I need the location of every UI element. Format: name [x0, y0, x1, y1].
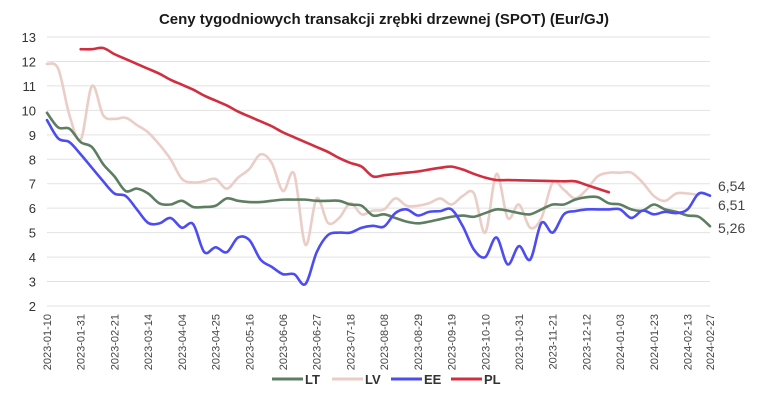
y-tick-label: 7: [29, 177, 36, 192]
x-tick-label: 2023-08-08: [379, 314, 391, 370]
y-axis: 2 3 4 5 6 7 8 9 10 11 12 13: [22, 30, 36, 314]
y-tick-label: 4: [29, 250, 36, 265]
x-tick-label: 2023-07-18: [345, 314, 357, 370]
series-line-ee: [45, 118, 712, 286]
x-tick-label: 2024-01-03: [615, 314, 627, 370]
y-tick-label: 8: [29, 152, 36, 167]
x-tick-label: 2023-04-25: [211, 314, 223, 370]
y-tick-label: 10: [22, 103, 36, 118]
x-tick-label: 2023-04-04: [177, 314, 189, 370]
legend-label: LT: [305, 372, 320, 387]
y-tick-label: 12: [22, 54, 36, 69]
x-tick-label: 2023-08-29: [413, 314, 425, 370]
x-tick-label: 2023-01-10: [42, 314, 54, 370]
x-axis: 2023-01-10 2023-01-31 2023-02-21 2023-03-14…: [42, 314, 717, 370]
x-tick-label: 2023-02-21: [109, 314, 121, 370]
x-tick-label: 2023-10-31: [514, 314, 526, 370]
y-tick-label: 5: [29, 226, 36, 241]
series-line-lt: [45, 111, 712, 228]
end-label: 5,26: [718, 220, 745, 236]
x-tick-label: 2023-10-10: [480, 314, 492, 370]
y-tick-label: 3: [29, 275, 36, 290]
y-tick-label: 11: [23, 79, 37, 94]
x-tick-label: 2023-06-27: [312, 314, 324, 370]
legend-label: EE: [424, 372, 442, 387]
legend-item-lt: LT: [272, 372, 320, 387]
series-line-pl: [79, 46, 611, 194]
legend-item-pl: PL: [451, 372, 501, 387]
legend-label: PL: [484, 372, 501, 387]
series-lines: [45, 46, 712, 286]
x-tick-label: 2024-02-27: [705, 314, 717, 370]
x-tick-label: 2023-11-21: [548, 314, 560, 369]
y-tick-label: 6: [29, 201, 36, 216]
x-tick-label: 2023-09-19: [447, 314, 459, 370]
x-tick-label: 2023-06-06: [278, 314, 290, 370]
end-labels: 6,54 6,51 5,26: [718, 178, 745, 236]
end-label: 6,54: [718, 178, 745, 194]
end-label: 6,51: [718, 197, 745, 213]
legend-item-ee: EE: [391, 372, 442, 387]
x-tick-label: 2023-12-12: [581, 314, 593, 370]
legend-item-lv: LV: [332, 372, 381, 387]
x-tick-label: 2023-01-31: [76, 314, 88, 370]
y-tick-label: 9: [29, 128, 36, 143]
gridlines: [47, 36, 710, 307]
x-tick-label: 2023-05-16: [244, 314, 256, 370]
x-tick-label: 2024-01-23: [649, 314, 661, 370]
legend: LT LV EE PL: [272, 372, 501, 387]
x-tick-label: 2024-02-13: [683, 314, 695, 370]
y-tick-label: 2: [29, 299, 36, 314]
legend-label: LV: [365, 372, 381, 387]
x-tick-label: 2023-03-14: [143, 314, 155, 370]
y-tick-label: 13: [22, 30, 36, 45]
chart-title: Ceny tygodniowych transakcji zrębki drze…: [159, 11, 609, 28]
